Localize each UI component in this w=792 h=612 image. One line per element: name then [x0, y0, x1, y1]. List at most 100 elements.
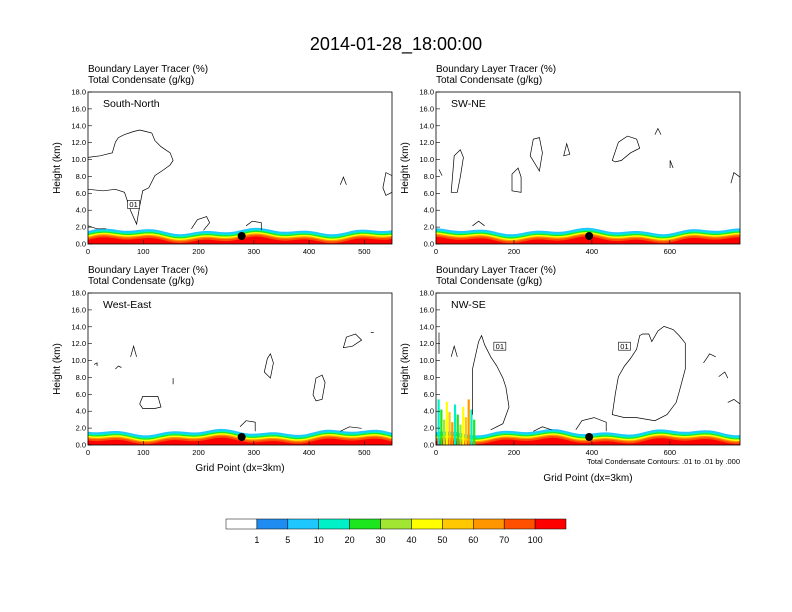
panel-header-line: Total Condensate (g/kg) [88, 276, 194, 287]
contour-label-box [127, 200, 140, 209]
condensate-contour [312, 374, 326, 402]
tracer-spike [467, 399, 470, 445]
colorbar-swatch [225, 518, 258, 530]
tracer-band [88, 236, 392, 244]
y-axis-title: Height (km) [52, 142, 63, 194]
condensate-contour [611, 135, 641, 163]
y-tick-label: 8.0 [76, 373, 86, 382]
colorbar-swatch [349, 518, 381, 530]
y-tick-label: 16.0 [71, 104, 86, 113]
condensate-contour [130, 344, 137, 357]
y-tick-label: 10.0 [71, 155, 86, 164]
tracer-spike [459, 424, 462, 445]
condensate-contour [88, 129, 174, 226]
x-tick-label: 100 [137, 247, 150, 256]
x-tick-label: 200 [192, 247, 205, 256]
y-tick-label: 2.0 [76, 223, 86, 232]
y-tick-label: 6.0 [76, 189, 86, 198]
contour-label: 01 [496, 342, 504, 351]
colorbar-swatch [442, 518, 474, 530]
x-tick-label: 300 [248, 448, 261, 457]
contour-note: Total Condensate Contours: .01 to .01 by… [587, 457, 740, 466]
condensate-contour [718, 371, 729, 379]
y-tick-label: 0.0 [424, 240, 434, 249]
tracer-band [436, 236, 740, 244]
y-tick-label: 6.0 [424, 390, 434, 399]
condensate-contour [245, 220, 262, 231]
y-tick-label: 8.0 [424, 172, 434, 181]
condensate-contour [139, 396, 162, 409]
condensate-contour [191, 216, 211, 231]
y-tick-label: 10.0 [419, 155, 434, 164]
tracer-band [88, 437, 392, 445]
condensate-contour [450, 149, 464, 193]
x-tick-label: 600 [664, 247, 677, 256]
y-tick-label: 14.0 [71, 322, 86, 331]
condensate-contour [533, 426, 552, 432]
tracer-spike [442, 419, 446, 445]
condensate-contour [339, 176, 347, 185]
condensate-contour [472, 220, 485, 227]
y-tick-label: 12.0 [419, 339, 434, 348]
condensate-contour [382, 172, 392, 196]
colorbar-label: 60 [468, 535, 478, 545]
y-tick-label: 4.0 [76, 206, 86, 215]
tracer-spike [440, 409, 443, 445]
x-tick-label: 200 [508, 448, 521, 457]
x-axis-title: Grid Point (dx=3km) [543, 473, 632, 484]
condensate-contour [438, 169, 443, 176]
y-tick-label: 14.0 [71, 121, 86, 130]
y-tick-label: 12.0 [419, 138, 434, 147]
plot-area [436, 92, 740, 244]
panel-sw-ne: Boundary Layer Tracer (%)Total Condensat… [400, 64, 741, 256]
tracer-spike [445, 401, 448, 445]
panel-name: South-North [103, 98, 160, 110]
colorbar-label: 10 [314, 535, 324, 545]
y-tick-label: 0.0 [76, 441, 86, 450]
condensate-contour [115, 365, 122, 370]
y-tick-label: 14.0 [419, 322, 434, 331]
panel-header-line: Total Condensate (g/kg) [88, 75, 194, 86]
colorbar-swatch [318, 518, 350, 530]
y-tick-label: 10.0 [71, 356, 86, 365]
y-tick-label: 6.0 [424, 189, 434, 198]
plot-area: 01 [88, 92, 392, 244]
contour-label: 01 [620, 342, 628, 351]
condensate-contour [703, 353, 716, 364]
condensate-contour [611, 326, 686, 422]
condensate-contour [342, 333, 363, 349]
x-tick-label: 500 [358, 448, 371, 457]
x-tick-label: 0 [86, 448, 90, 457]
y-tick-label: 18.0 [419, 88, 434, 97]
tracer-spike [448, 412, 451, 445]
colorbar-swatch [380, 518, 412, 530]
condensate-contour [93, 362, 98, 366]
plot-background [436, 293, 740, 445]
plot-area: 01 01 [436, 293, 740, 445]
x-tick-label: 400 [586, 247, 599, 256]
plot-frame [87, 292, 393, 446]
tracer-spike [470, 409, 473, 445]
condensate-contour [511, 167, 522, 193]
x-tick-label: 100 [137, 448, 150, 457]
site-marker [237, 232, 246, 240]
colorbar-label: 30 [376, 535, 386, 545]
tracer-spike [464, 417, 468, 445]
y-axis-title: Height (km) [400, 142, 411, 194]
x-tick-label: 400 [303, 448, 316, 457]
colorbar-swatch [256, 518, 289, 530]
y-tick-label: 18.0 [419, 289, 434, 298]
y-tick-label: 2.0 [424, 223, 434, 232]
colorbar-swatch [534, 518, 567, 530]
colorbar-swatch [287, 518, 319, 530]
condensate-contour [563, 142, 571, 157]
x-tick-label: 0 [434, 448, 438, 457]
x-tick-label: 0 [86, 247, 90, 256]
tracer-spike [462, 407, 465, 445]
condensate-contour [263, 352, 274, 379]
panel-west-east: Boundary Layer Tracer (%)Total Condensat… [52, 265, 393, 474]
site-marker [237, 433, 246, 441]
colorbar-label: 20 [345, 535, 355, 545]
plot-area [88, 293, 392, 445]
condensate-contour [340, 426, 362, 432]
